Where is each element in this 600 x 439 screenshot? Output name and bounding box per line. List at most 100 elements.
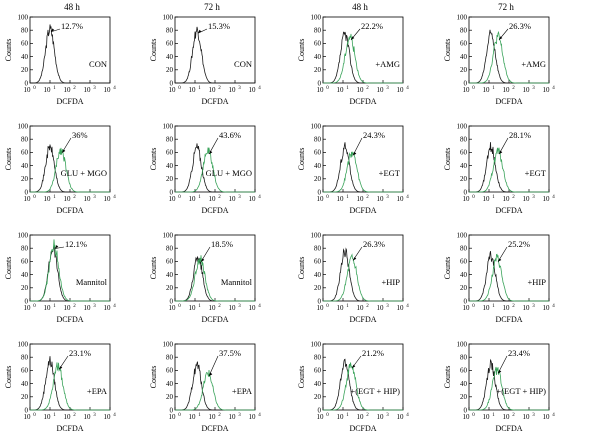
control-histogram-trace	[30, 356, 110, 411]
annotation-arrowhead	[499, 150, 503, 155]
y-axis-label: Counts	[443, 366, 452, 389]
treatment-histogram-trace	[323, 253, 403, 302]
y-tick-label: 40	[460, 53, 468, 61]
x-tick-label: 10	[397, 304, 405, 312]
x-tick-exponent: 0	[33, 86, 36, 91]
x-tick-label: 10	[44, 86, 52, 94]
x-tick-exponent: 2	[512, 304, 515, 309]
x-tick-label: 10	[357, 304, 365, 312]
y-tick-label: 20	[166, 66, 174, 74]
x-axis-label: DCFDA	[349, 97, 376, 106]
y-tick-label: 100	[18, 122, 29, 130]
x-tick-exponent: 4	[258, 86, 261, 91]
y-axis-label: Counts	[443, 148, 452, 171]
x-tick-label: 10	[543, 86, 551, 94]
x-tick-label: 10	[483, 195, 491, 203]
percentage-label: 12.7%	[61, 21, 83, 31]
annotation-arrowhead	[59, 365, 63, 370]
annotation-arrowhead	[209, 372, 213, 377]
x-tick-label: 10	[337, 195, 345, 203]
x-tick-label: 10	[229, 86, 237, 94]
x-tick-exponent: 0	[472, 304, 475, 309]
y-tick-label: 40	[166, 53, 174, 61]
annotation-arrow	[50, 28, 61, 33]
percentage-label: 12.1%	[65, 239, 87, 249]
treatment-histogram-trace	[175, 255, 255, 302]
x-tick-label: 10	[189, 413, 197, 421]
y-tick-label: 40	[21, 380, 29, 388]
x-tick-label: 10	[209, 195, 217, 203]
column-header-4: 72 h	[498, 2, 514, 12]
x-tick-label: 10	[543, 195, 551, 203]
x-tick-label: 10	[64, 304, 72, 312]
treatment-histogram-trace	[323, 362, 403, 411]
y-tick-label: 80	[314, 245, 322, 253]
y-tick-label: 0	[25, 188, 29, 196]
y-tick-label: 80	[166, 354, 174, 362]
x-tick-exponent: 4	[113, 86, 116, 91]
x-axis-label: DCFDA	[201, 315, 228, 324]
x-tick-exponent: 1	[198, 195, 201, 200]
control-histogram-trace	[30, 24, 110, 84]
y-tick-label: 60	[166, 367, 174, 375]
x-tick-exponent: 4	[552, 304, 555, 309]
x-tick-exponent: 2	[366, 86, 369, 91]
y-axis-label: Counts	[149, 39, 158, 62]
x-tick-exponent: 4	[113, 304, 116, 309]
condition-label: Mannitol	[221, 277, 253, 287]
y-tick-label: 40	[166, 162, 174, 170]
y-axis-label: Counts	[297, 366, 306, 389]
y-tick-label: 40	[314, 53, 322, 61]
x-tick-label: 10	[377, 195, 385, 203]
x-tick-exponent: 2	[73, 304, 76, 309]
x-axis-label: DCFDA	[495, 97, 522, 106]
x-tick-label: 10	[64, 413, 72, 421]
control-histogram-trace	[323, 358, 403, 411]
x-tick-label: 10	[523, 195, 531, 203]
x-tick-exponent: 4	[552, 413, 555, 418]
y-tick-label: 80	[21, 27, 29, 35]
y-tick-label: 60	[460, 367, 468, 375]
percentage-label: 37.5%	[219, 348, 241, 358]
x-tick-label: 10	[84, 413, 92, 421]
y-tick-label: 100	[311, 340, 322, 348]
x-tick-exponent: 3	[386, 413, 389, 418]
annotation-arrowhead	[62, 149, 66, 153]
condition-label: +(EGT + HIP)	[496, 386, 546, 396]
percentage-label: 26.3%	[363, 239, 385, 249]
x-tick-label: 10	[317, 195, 325, 203]
x-tick-exponent: 1	[492, 413, 495, 418]
y-tick-label: 80	[460, 245, 468, 253]
x-tick-label: 10	[64, 195, 72, 203]
x-tick-label: 10	[104, 413, 112, 421]
y-tick-label: 0	[25, 297, 29, 305]
x-axis-label: DCFDA	[201, 97, 228, 106]
x-tick-label: 10	[397, 86, 405, 94]
y-tick-label: 40	[314, 380, 322, 388]
x-tick-exponent: 1	[198, 413, 201, 418]
x-axis-label: DCFDA	[56, 206, 83, 215]
x-tick-label: 10	[104, 86, 112, 94]
x-tick-exponent: 0	[178, 304, 181, 309]
x-tick-label: 10	[24, 304, 32, 312]
annotation-arrow	[197, 28, 208, 34]
x-tick-label: 10	[24, 86, 32, 94]
y-axis-label: Counts	[4, 366, 13, 389]
x-tick-label: 10	[169, 86, 177, 94]
percentage-label: 18.5%	[211, 239, 233, 249]
percentage-label: 22.2%	[361, 21, 383, 31]
y-tick-label: 0	[464, 406, 468, 414]
x-axis-label: DCFDA	[56, 97, 83, 106]
y-tick-label: 40	[460, 271, 468, 279]
x-tick-label: 10	[24, 195, 32, 203]
y-tick-label: 60	[314, 367, 322, 375]
y-axis-label: Counts	[297, 257, 306, 280]
annotation-arrowhead	[353, 151, 357, 156]
annotation-arrowhead	[51, 28, 55, 32]
